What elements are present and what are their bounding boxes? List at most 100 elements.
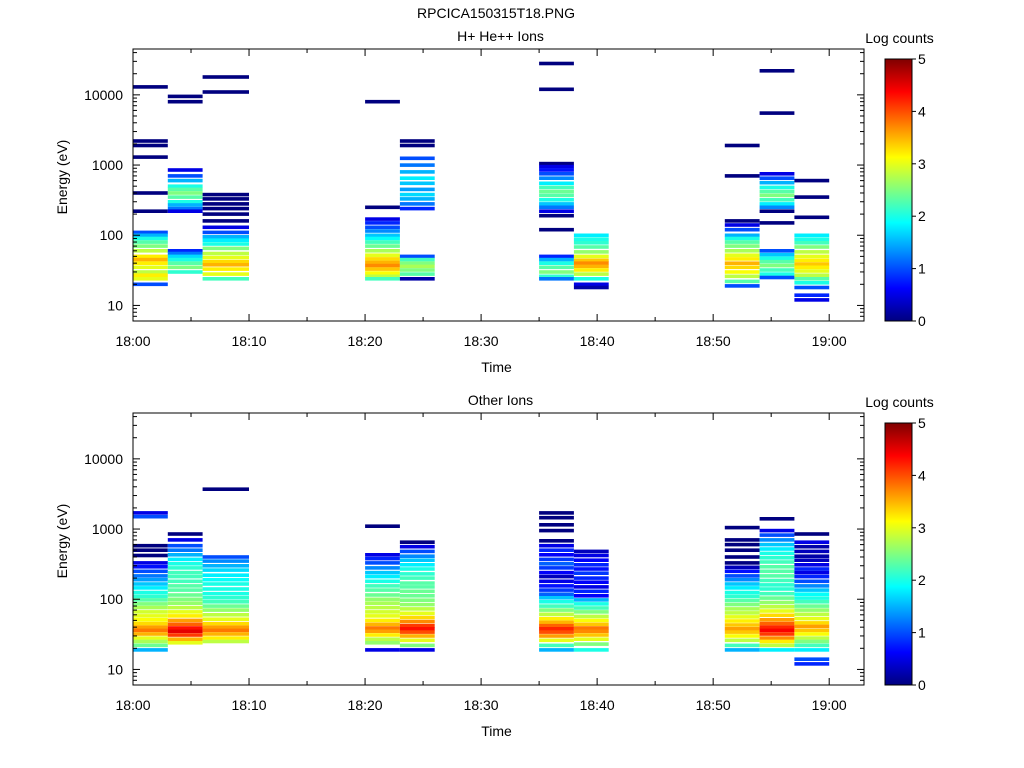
heatmap-cell xyxy=(573,571,609,575)
heatmap-cell xyxy=(399,156,435,161)
heatmap-cell xyxy=(133,586,168,590)
heatmap-cell xyxy=(794,262,830,266)
heatmap-cell xyxy=(573,594,609,598)
heatmap-cell xyxy=(202,225,249,230)
colorbar-tick-label: 4 xyxy=(918,103,926,119)
heatmap-cell xyxy=(399,623,435,628)
heatmap-cell xyxy=(794,254,830,259)
heatmap-cell xyxy=(794,624,830,629)
heatmap-cell xyxy=(167,200,203,204)
heatmap-cell xyxy=(133,643,168,648)
heatmap-cell xyxy=(167,633,203,637)
heatmap-cell xyxy=(167,261,203,265)
heatmap-cell xyxy=(724,240,760,244)
heatmap-cell xyxy=(724,538,760,542)
heatmap-cell xyxy=(759,560,795,564)
heatmap-cell xyxy=(167,597,203,602)
heatmap-cell xyxy=(573,598,609,602)
heatmap-cell xyxy=(202,604,249,608)
colorbar-label: Log counts xyxy=(865,394,934,410)
heatmap-cell xyxy=(794,298,830,302)
heatmap-cell xyxy=(724,236,760,241)
heatmap-cell xyxy=(202,617,249,621)
heatmap-cell xyxy=(133,244,168,248)
heatmap-cell xyxy=(539,257,574,262)
heatmap-cell xyxy=(539,584,574,588)
heatmap-cell xyxy=(133,191,168,195)
heatmap-cell xyxy=(167,178,203,183)
heatmap-cell xyxy=(365,229,400,233)
heatmap-cell xyxy=(759,249,795,253)
x-tick-label: 18:40 xyxy=(580,697,615,713)
heatmap-cell xyxy=(202,90,249,94)
heatmap-cell xyxy=(399,257,435,262)
heatmap-cell xyxy=(794,570,830,575)
colorbar-tick-label: 1 xyxy=(918,625,926,641)
heatmap-cell xyxy=(202,267,249,271)
heatmap-cell xyxy=(133,155,168,159)
heatmap-cell xyxy=(759,578,795,583)
heatmap-cell xyxy=(794,195,830,199)
heatmap-cell xyxy=(573,610,609,614)
heatmap-cell xyxy=(133,618,168,622)
heatmap-cell xyxy=(202,235,249,239)
heatmap-cell xyxy=(167,626,203,630)
heatmap-cell xyxy=(202,219,249,223)
heatmap-cell xyxy=(759,648,795,652)
heatmap-cell xyxy=(759,632,795,636)
heatmap-cell xyxy=(202,559,249,563)
heatmap-cell xyxy=(759,569,795,574)
heatmap-cell xyxy=(133,265,168,270)
heatmap-cell xyxy=(724,598,760,603)
heatmap-cell xyxy=(167,641,203,645)
heatmap-cell xyxy=(539,648,574,652)
heatmap-cell xyxy=(365,553,400,557)
heatmap-cell xyxy=(573,277,609,281)
heatmap-cell xyxy=(724,577,760,582)
heatmap-cell xyxy=(399,572,435,576)
y-tick-label: 100 xyxy=(100,227,124,243)
heatmap-cell xyxy=(167,203,203,207)
heatmap-cell xyxy=(167,574,203,579)
heatmap-cell xyxy=(539,543,574,548)
heatmap-cell xyxy=(794,558,830,562)
heatmap-cell xyxy=(167,99,203,104)
heatmap-cell xyxy=(539,627,574,631)
heatmap-cell xyxy=(539,566,574,570)
heatmap-cell xyxy=(133,614,168,618)
heatmap-cell xyxy=(794,579,830,584)
heatmap-cell xyxy=(724,244,760,248)
heatmap-cell xyxy=(759,551,795,556)
heatmap-cell xyxy=(133,574,168,578)
heatmap-cell xyxy=(759,621,795,626)
heatmap-cell xyxy=(167,94,203,99)
heatmap-cell xyxy=(202,238,249,242)
heatmap-cell xyxy=(539,579,574,584)
heatmap-cell xyxy=(133,590,168,595)
heatmap-cell xyxy=(794,612,830,617)
heatmap-cell xyxy=(759,193,795,198)
x-tick-label: 18:20 xyxy=(348,333,383,349)
heatmap-cell xyxy=(724,586,760,590)
panel-title: Other Ions xyxy=(468,392,533,408)
heatmap-cell xyxy=(794,608,830,612)
heatmap-cell xyxy=(365,244,400,248)
heatmap-cell xyxy=(724,227,760,232)
heatmap-cell xyxy=(573,261,609,265)
heatmap-cell xyxy=(794,657,830,661)
heatmap-cell xyxy=(539,511,574,515)
heatmap-cell xyxy=(759,517,795,521)
heatmap-cell xyxy=(794,639,830,644)
heatmap-cell xyxy=(399,277,435,281)
heatmap-cell xyxy=(794,648,830,652)
heatmap-cell xyxy=(399,163,435,167)
heatmap-cell xyxy=(724,274,760,279)
plot-frame xyxy=(132,412,865,686)
heatmap-cell xyxy=(399,206,435,211)
heatmap-cell xyxy=(399,549,435,554)
heatmap-cell xyxy=(539,198,574,202)
heatmap-cell xyxy=(794,584,830,588)
colorbar-label: Log counts xyxy=(865,30,934,46)
x-tick-label: 18:10 xyxy=(232,333,267,349)
colorbar-tick-label: 4 xyxy=(918,467,926,483)
